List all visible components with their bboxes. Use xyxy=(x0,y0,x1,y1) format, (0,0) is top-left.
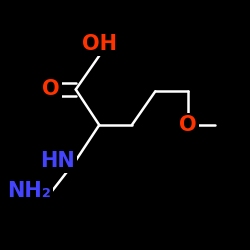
Text: OH: OH xyxy=(82,34,117,54)
Text: O: O xyxy=(42,80,60,100)
Text: NH₂: NH₂ xyxy=(7,181,51,201)
Text: HN: HN xyxy=(40,150,74,171)
Text: O: O xyxy=(179,115,197,135)
